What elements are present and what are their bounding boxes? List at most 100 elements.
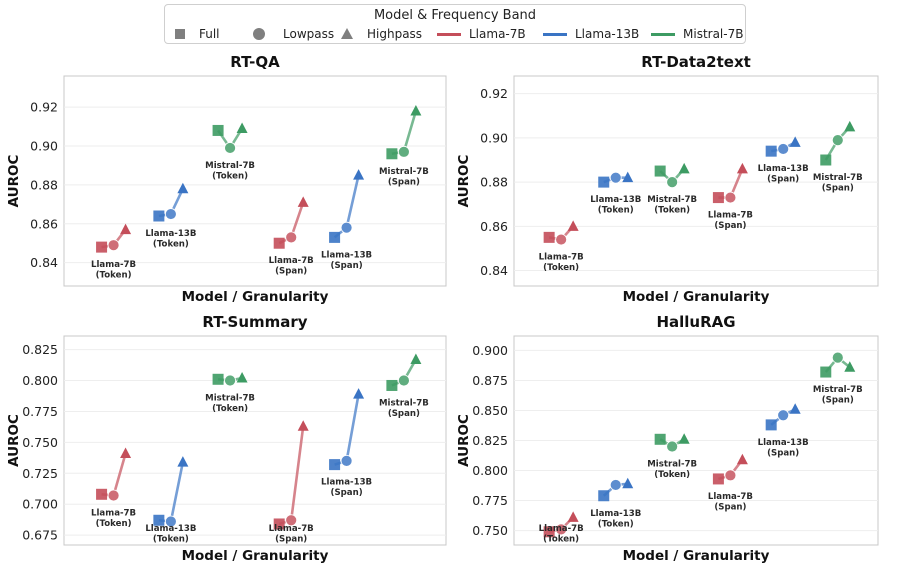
group-label: (Token) (654, 206, 690, 216)
full-point (820, 154, 832, 166)
x-axis-label: Model / Granularity (623, 548, 770, 564)
series-group: Mistral-7B(Span) (379, 105, 429, 187)
full-point (765, 145, 777, 157)
y-tick-label: 0.90 (30, 139, 58, 154)
line-marker-icon (651, 33, 675, 36)
series-group: Llama-13B(Token) (145, 182, 196, 250)
highpass-point (410, 353, 422, 364)
full-point (712, 473, 724, 485)
series-group: Llama-7B(Token) (539, 511, 584, 545)
group-label: Mistral-7B (647, 460, 697, 470)
group-label: Llama-13B (321, 478, 372, 488)
lowpass-point (555, 233, 568, 246)
y-tick-label: 0.700 (22, 497, 58, 512)
y-tick-label: 0.850 (472, 403, 508, 418)
group-label: Llama-7B (269, 256, 314, 266)
group-label: (Span) (275, 267, 307, 277)
series-group: Llama-7B(Token) (539, 220, 584, 273)
y-tick-label: 0.825 (472, 433, 508, 448)
group-label: Mistral-7B (647, 195, 697, 205)
highpass-point (177, 456, 189, 467)
legend-label-highpass: Highpass (367, 27, 423, 41)
lowpass-point (107, 239, 120, 252)
full-point (386, 148, 398, 160)
full-point (654, 433, 666, 445)
full-point (598, 490, 610, 502)
y-tick-label: 0.775 (472, 493, 508, 508)
group-label: Llama-13B (321, 250, 372, 260)
group-label: (Token) (96, 519, 132, 529)
series-group: Llama-7B(Span) (269, 196, 314, 277)
group-label: (Span) (331, 488, 363, 498)
y-tick-label: 0.825 (22, 342, 58, 357)
lowpass-point (164, 208, 177, 220)
highpass-point (177, 182, 189, 194)
highpass-point (678, 162, 690, 174)
series-group: Llama-13B(Span) (321, 388, 372, 498)
group-label: (Token) (153, 240, 189, 250)
lowpass-point (555, 523, 568, 536)
highpass-point (353, 169, 365, 180)
full-point (273, 518, 285, 530)
panel-rt-summary: 0.675 0.700 0.725 0.750 0.775 0.800 0.825 RT-Su… (6, 313, 447, 564)
series-group: Mistral-7B(Span) (813, 120, 863, 194)
lowpass-point (724, 469, 737, 482)
lowpass-point (164, 515, 177, 528)
lowpass-point (397, 145, 410, 158)
group-label: (Token) (96, 271, 132, 281)
series-group: Llama-7B(Span) (708, 162, 753, 231)
y-tick-label: 0.84 (30, 255, 58, 270)
series-group: Mistral-7B(Token) (205, 372, 255, 414)
line-marker-icon (437, 33, 461, 36)
group-label: (Span) (767, 175, 799, 185)
series-group: Mistral-7B(Token) (205, 122, 255, 181)
lowpass-point (777, 409, 790, 422)
chart-title: HalluRAG (656, 313, 735, 331)
legend-label-llama-13b: Llama-13B (575, 27, 640, 41)
series-group: Llama-13B(Span) (321, 169, 372, 271)
lowpass-point (831, 351, 844, 364)
group-label: (Token) (212, 404, 248, 414)
lowpass-point (285, 514, 298, 527)
lowpass-point (724, 191, 737, 204)
chart-title: RT-Data2text (641, 53, 751, 71)
group-label: (Span) (822, 184, 854, 194)
highpass-point (410, 105, 422, 116)
highpass-point (844, 120, 856, 132)
group-label: (Span) (714, 502, 746, 512)
group-label: Llama-7B (708, 211, 753, 221)
group-label: Llama-13B (758, 438, 809, 448)
group-label: Mistral-7B (813, 385, 863, 395)
group-label: (Span) (822, 396, 854, 406)
full-point (765, 419, 777, 431)
circle-marker-icon (253, 28, 265, 40)
y-tick-label: 0.800 (472, 463, 508, 478)
group-label: (Token) (153, 535, 189, 545)
highpass-point (736, 162, 748, 174)
series-group: Llama-7B(Token) (91, 223, 136, 281)
full-point (212, 124, 224, 136)
lowpass-point (397, 374, 410, 387)
legend-label-full: Full (199, 27, 220, 41)
full-point (273, 237, 285, 249)
legend: Model & Frequency Band Full Lowpass High… (164, 4, 746, 44)
highpass-point (567, 220, 579, 231)
highpass-point (844, 361, 856, 372)
y-tick-label: 0.875 (472, 373, 508, 388)
group-label: Llama-7B (708, 492, 753, 502)
plot-frame (63, 75, 447, 287)
y-tick-label: 0.84 (480, 263, 508, 278)
full-point (543, 231, 555, 243)
y-axis-label: AUROC (6, 414, 22, 467)
series-group: Mistral-7B(Span) (813, 351, 863, 406)
y-tick-label: 0.750 (22, 435, 58, 450)
highpass-point (736, 453, 748, 465)
chart-title: RT-Summary (202, 313, 307, 331)
full-point (96, 241, 108, 253)
group-label: Llama-7B (539, 253, 584, 263)
group-label: Llama-13B (758, 164, 809, 174)
series-group: Llama-13B(Span) (758, 403, 809, 458)
lowpass-point (107, 489, 120, 502)
triangle-marker-icon (341, 28, 353, 39)
